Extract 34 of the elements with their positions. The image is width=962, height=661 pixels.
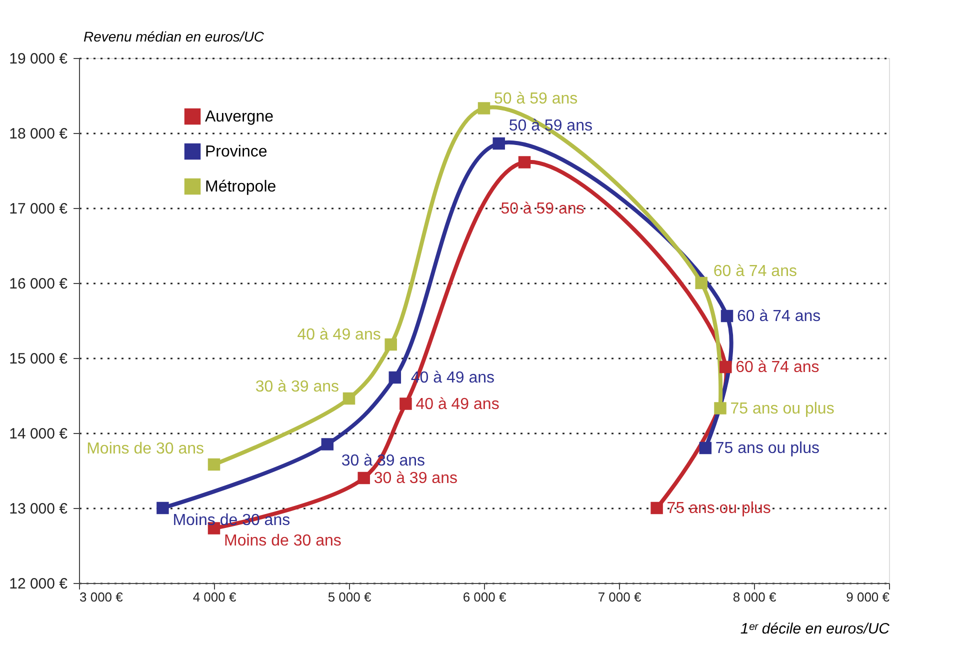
- x-tick-label: 8 000 €: [732, 590, 777, 604]
- annotation: 60 à 74 ans: [713, 263, 797, 280]
- y-tick-label: 15 000 €: [9, 350, 68, 368]
- annotation: 50 à 59 ans: [494, 90, 578, 108]
- x-tick-label: 5 000 €: [328, 590, 372, 604]
- annotation: 60 à 74 ans: [737, 308, 821, 325]
- annotation: 75 ans ou plus: [666, 500, 771, 517]
- x-tick-label: 3 000 €: [80, 590, 124, 604]
- x-axis-title: 1ᵉʳ décile en euros/UC: [740, 620, 890, 638]
- y-tick-label: 19 000 €: [9, 50, 68, 68]
- annotation: 50 à 59 ans: [500, 200, 584, 218]
- annotation: 75 ans ou plus: [715, 440, 820, 457]
- annotation: Moins de 30 ans: [224, 532, 342, 550]
- y-axis-title: Revenu médian en euros/UC: [84, 28, 265, 44]
- annotation: 30 à 39 ans: [374, 470, 458, 487]
- y-tick-label: 16 000 €: [9, 276, 68, 292]
- y-tick-label: 17 000 €: [9, 200, 68, 218]
- annotation: Moins de 30 ans: [86, 440, 204, 458]
- annotation: 30 à 39 ans: [255, 378, 339, 396]
- y-tick-label: 13 000 €: [9, 500, 68, 518]
- annotation: 75 ans ou plus: [730, 400, 834, 418]
- x-tick-label: 9 000 €: [846, 590, 890, 604]
- legend-label: Province: [205, 144, 268, 160]
- legend-label: Métropole: [205, 178, 276, 196]
- x-tick-label: 6 000 €: [462, 590, 507, 604]
- x-tick-label: 7 000 €: [598, 590, 642, 604]
- annotation: 40 à 49 ans: [416, 396, 500, 413]
- y-tick-label: 12 000 €: [9, 576, 68, 592]
- y-tick-label: 14 000 €: [9, 426, 68, 442]
- x-tick-label: 4 000 €: [192, 590, 237, 604]
- legend-label: Auvergne: [205, 108, 274, 126]
- annotation: 40 à 49 ans: [297, 326, 381, 344]
- annotation: 60 à 74 ans: [736, 359, 820, 376]
- y-tick-label: 18 000 €: [9, 126, 68, 142]
